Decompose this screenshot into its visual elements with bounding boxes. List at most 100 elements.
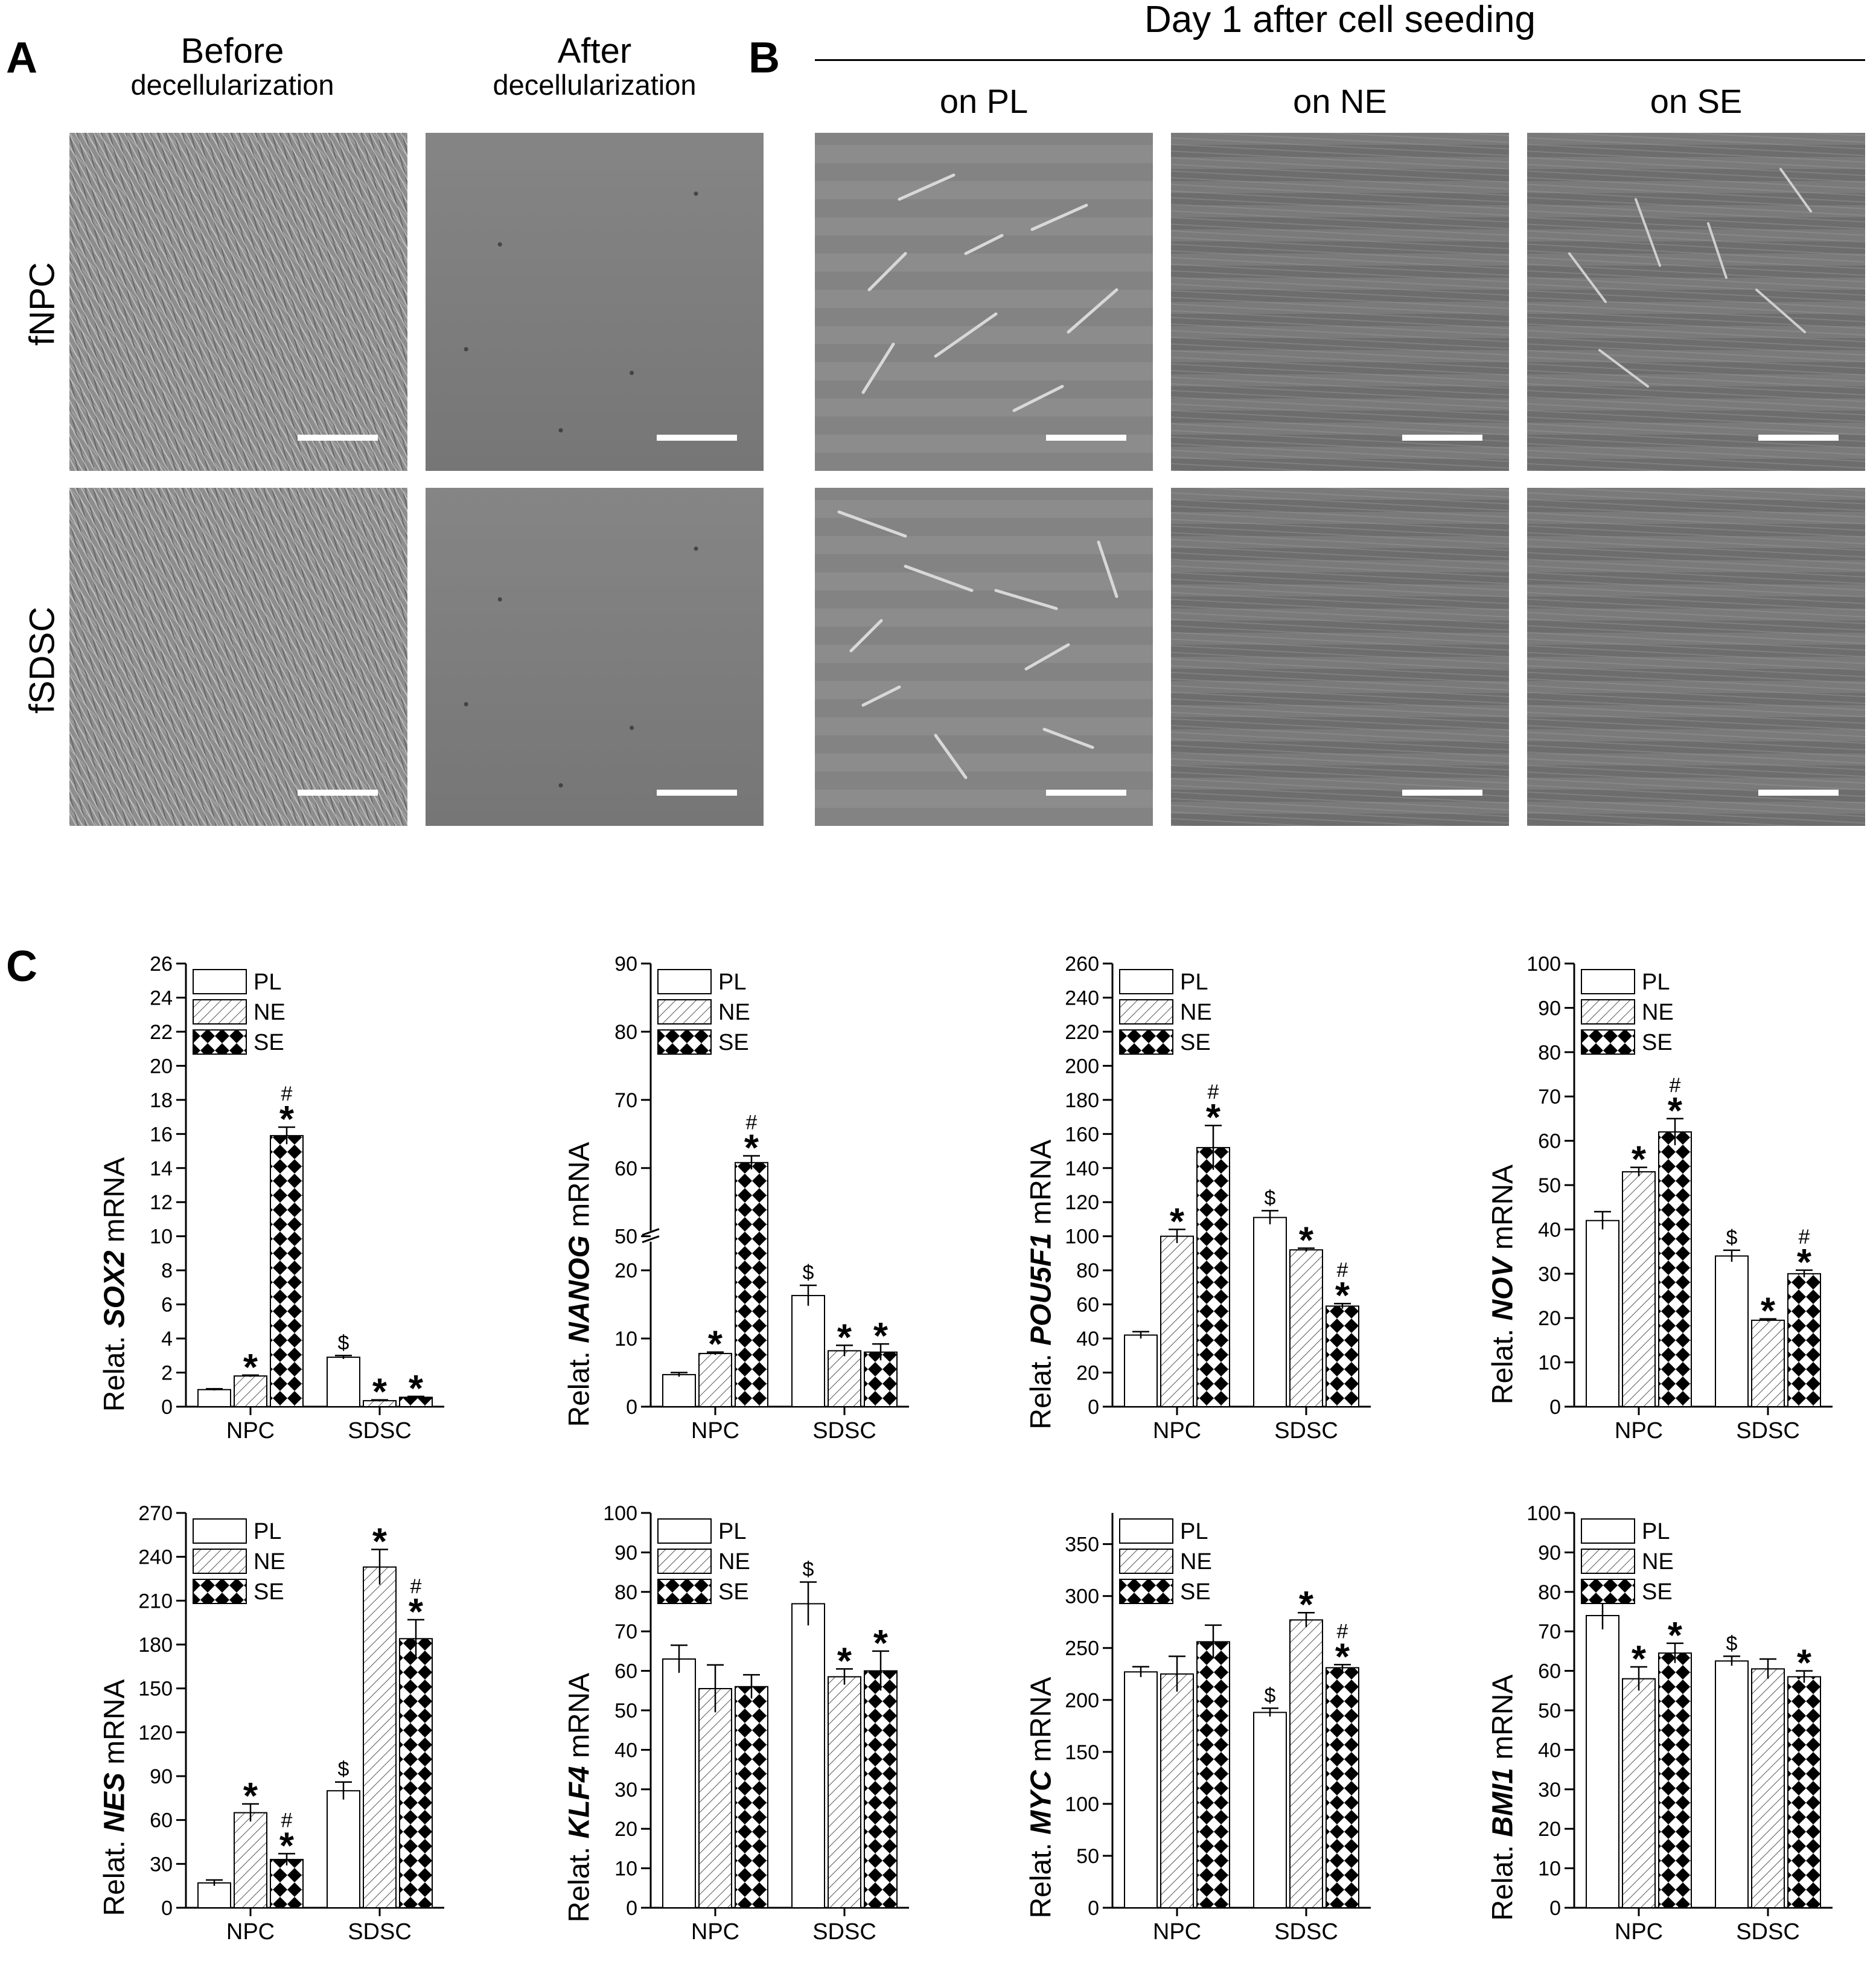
y-tick-label: 180 (138, 1634, 173, 1657)
bar-pl (1253, 1216, 1287, 1407)
micrograph-fnpc-after (426, 133, 764, 471)
y-tick-label: 270 (138, 1502, 173, 1525)
panel-a-letter: A (6, 34, 37, 82)
y-tick-label: 22 (150, 1021, 173, 1044)
error-bar (743, 1674, 760, 1699)
y-tick-label: 200 (1065, 1055, 1099, 1078)
bar-ne (1160, 1235, 1194, 1407)
legend-label: NE (718, 1549, 750, 1575)
y-tick-label: 60 (1076, 1294, 1099, 1317)
chart-pou5f1: Relat. POU5F1 mRNA 0 20 40 60 80 100 120 140 160… (1011, 942, 1397, 1473)
y-tick-label: 30 (614, 1779, 637, 1802)
y-tick-label: 60 (150, 1809, 173, 1832)
y-tick-label: 0 (161, 1897, 173, 1920)
error-bar (1796, 1269, 1813, 1277)
x-category-label: SDSC (1736, 1418, 1800, 1443)
chart-bmi1: Relat. BMI1 mRNA 0 10 20 30 40 50 60 70 80 90 100 N… (1473, 1491, 1859, 1974)
y-tick-label: 120 (138, 1721, 173, 1744)
bar-ne (1622, 1171, 1656, 1407)
y-tick-label: 60 (614, 1157, 637, 1180)
error-bar (1132, 1666, 1149, 1677)
micrograph-fnpc-pl (815, 133, 1153, 471)
significance-star: * (837, 1640, 852, 1682)
y-tick-label: 40 (614, 1739, 637, 1762)
y-axis-label: Relat. NOV mRNA (1487, 1164, 1519, 1405)
bar-se (270, 1135, 304, 1407)
bar-pl (662, 1373, 696, 1407)
legend-swatch-se (657, 1579, 712, 1604)
y-tick-label: 200 (1065, 1689, 1099, 1712)
before-main-label: Before (180, 31, 284, 71)
y-tick-label: 2 (161, 1362, 173, 1385)
error-bar (206, 1879, 223, 1886)
error-bar (1760, 1658, 1776, 1679)
bar-pl (1586, 1615, 1619, 1908)
legend-swatch-ne (193, 1549, 247, 1574)
panel-b-title: Day 1 after cell seeding (1144, 0, 1536, 40)
significance-dollar: $ (1726, 1226, 1738, 1249)
y-tick-label: 40 (1538, 1739, 1561, 1762)
bar-se (399, 1638, 433, 1909)
col-head-se: on SE (1650, 82, 1743, 120)
error-bar (407, 1619, 424, 1658)
y-tick-label: 90 (614, 953, 637, 976)
significance-hash: # (281, 1809, 293, 1832)
scale-bar (1046, 435, 1126, 441)
legend-label: SE (254, 1030, 284, 1055)
bar-se (270, 1859, 304, 1908)
y-tick-label: 90 (1538, 997, 1561, 1020)
x-category-label: SDSC (1274, 1919, 1338, 1945)
y-tick-label: 24 (150, 986, 173, 1009)
y-tick-label: 80 (1076, 1259, 1099, 1282)
legend-swatch-pl (657, 969, 712, 994)
y-tick-label: 60 (1538, 1130, 1561, 1153)
significance-star: * (837, 1317, 852, 1358)
legend-swatch-ne (1119, 1549, 1173, 1574)
scale-bar (1758, 435, 1839, 441)
bar-se (864, 1351, 898, 1408)
legend-label: NE (718, 1000, 750, 1025)
x-category-label: SDSC (1736, 1919, 1800, 1945)
y-tick-label: 4 (161, 1328, 173, 1351)
error-bar (1723, 1249, 1740, 1262)
error-bar (800, 1581, 817, 1626)
significance-star: * (873, 1623, 889, 1664)
significance-star: * (1170, 1201, 1185, 1242)
bar-pl (791, 1294, 825, 1407)
legend-label: SE (718, 1030, 749, 1055)
chart-svg: 0 10 20 30 40 50 60 70 80 90 100 NPC SDSC * * $ * PL NE SE (1527, 1502, 1833, 1945)
legend-swatch-se (1581, 1579, 1635, 1604)
error-bar (278, 1853, 295, 1866)
y-tick-label: 70 (614, 1089, 637, 1112)
cell-outlines (1568, 168, 1812, 388)
error-bar (1298, 1611, 1315, 1628)
bar-pl (1253, 1712, 1287, 1908)
panel-a-before-header: Before decellularization (69, 33, 395, 100)
y-tick-label: 60 (614, 1660, 637, 1683)
legend-label: PL (1180, 1519, 1208, 1544)
error-bar (1594, 1210, 1611, 1230)
y-tick-label: 12 (150, 1191, 173, 1214)
legend: PL NE SE (193, 969, 286, 1055)
error-bar (671, 1644, 688, 1673)
legend-label: PL (254, 1519, 281, 1544)
y-tick-label: 20 (614, 1259, 637, 1282)
legend-label: PL (718, 1519, 746, 1544)
significance-star: * (243, 1776, 258, 1817)
bar-ne (363, 1566, 397, 1909)
legend-swatch-ne (1119, 999, 1173, 1025)
y-tick-label: 70 (614, 1620, 637, 1643)
x-category-label: NPC (1153, 1919, 1201, 1945)
chart-klf4: Relat. KLF4 mRNA 0 10 20 30 40 50 60 70 80 90 100 N… (549, 1491, 936, 1974)
bar-ne (1289, 1249, 1323, 1407)
error-bar (743, 1155, 760, 1170)
error-bar (371, 1549, 388, 1585)
y-tick-label: 40 (1538, 1218, 1561, 1241)
legend: PL NE SE (1119, 1518, 1212, 1605)
y-tick-label: 8 (161, 1259, 173, 1282)
legend-label: PL (1642, 970, 1670, 995)
significance-star: * (1632, 1639, 1647, 1680)
y-tick-label: 50 (614, 1699, 637, 1722)
axes: 0 10 20 30 40 50 60 70 80 90 100 NPC SDSC (603, 1502, 909, 1945)
